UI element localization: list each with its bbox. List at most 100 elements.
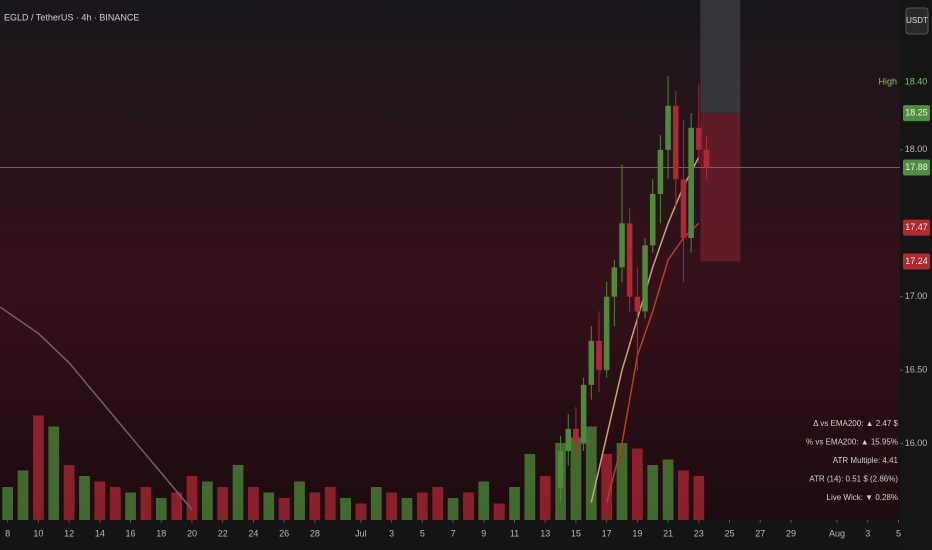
x-tick-label: 27 [755, 528, 765, 538]
volume-bar [217, 487, 229, 520]
indicator-line [0, 306, 193, 511]
currency-label: USDT [906, 16, 928, 25]
x-tick-label: 19 [632, 528, 642, 538]
currency-badge[interactable] [905, 7, 929, 35]
candle-body [603, 296, 610, 371]
volume-bar [94, 481, 106, 520]
y-tick-label: 17.00 [905, 291, 928, 301]
candle-body [642, 245, 648, 312]
volume-bar [324, 487, 336, 520]
x-tick-label: 12 [64, 528, 74, 538]
x-tick-label: 24 [248, 528, 258, 538]
x-tick-label: 11 [510, 528, 519, 538]
candle-body [580, 384, 587, 444]
volume-bar [201, 481, 213, 520]
candle-body [565, 428, 572, 451]
price-label-tag: High [878, 76, 897, 86]
volume-bar [171, 492, 182, 520]
volume-bar [432, 487, 444, 520]
volume-bar [539, 476, 551, 520]
candle-body [673, 105, 679, 180]
info-line: ATR (14): 0.51 $ (2.86%) [809, 475, 898, 484]
x-tick-label: 5 [420, 528, 425, 538]
volume-bar [647, 465, 659, 520]
volume-bar [248, 487, 259, 520]
x-tick-label: 22 [218, 528, 228, 538]
plot-background [0, 0, 900, 520]
zone [700, 113, 741, 262]
candle-body [619, 223, 625, 268]
candle-body [588, 340, 595, 385]
candle-body [665, 105, 671, 150]
volume-bar [524, 454, 536, 520]
volume-bar [463, 492, 474, 520]
volume-bar [278, 498, 290, 520]
x-tick-label: 17 [602, 528, 612, 538]
candle-body [657, 149, 664, 194]
x-tick-label: 15 [571, 528, 581, 538]
volume-bar [616, 443, 628, 520]
price-label-box [903, 219, 930, 236]
price-label-box [903, 253, 930, 270]
volume-bar [17, 470, 29, 520]
info-line: Live Wick: ▼ 0.28% [827, 493, 899, 502]
candle-body [634, 296, 641, 312]
volume-bar [570, 437, 582, 520]
volume-bar [109, 487, 121, 520]
price-label-box [903, 105, 930, 122]
price-label-text: 18.40 [905, 76, 928, 86]
candle-body [557, 450, 564, 488]
y-tick-label: 16.00 [905, 438, 928, 448]
x-tick-label: 14 [95, 528, 105, 538]
x-tick-label: 18 [156, 528, 166, 538]
chart-title: EGLD / TetherUS · 4h · BINANCE [4, 12, 139, 22]
x-tick-label: 8 [5, 528, 10, 538]
volume-bar [355, 503, 367, 520]
volume-bar [79, 476, 90, 520]
volume-bar [416, 492, 428, 520]
candle-body [680, 179, 687, 238]
volume-bar [478, 481, 490, 520]
x-tick-label: 9 [481, 528, 486, 538]
x-tick-label: 10 [33, 528, 43, 538]
x-tick-label: 3 [389, 528, 394, 538]
x-tick-label: 25 [725, 528, 735, 538]
volume-bar [232, 465, 244, 520]
candle-body [611, 267, 618, 297]
volume-bar [662, 459, 674, 520]
volume-bar [601, 454, 613, 520]
volume-bar [63, 465, 75, 520]
volume-bar [693, 476, 705, 520]
candle-body [649, 193, 656, 246]
candle-body [688, 127, 694, 238]
price-label-text: 17.24 [905, 256, 928, 266]
candle-body [696, 127, 702, 150]
x-tick-label: 23 [694, 528, 704, 538]
price-label-text: 17.47 [905, 222, 928, 232]
volume-bar [33, 415, 44, 520]
info-line: Δ vs EMA200: ▲ 2.47 $ [813, 419, 898, 428]
volume-bar [125, 492, 136, 520]
volume-bar [263, 492, 275, 520]
x-tick-label: 5 [896, 528, 901, 538]
volume-bar [340, 498, 351, 520]
volume-bar [140, 487, 152, 520]
x-tick-label: 20 [187, 528, 197, 538]
candle-body [573, 428, 579, 444]
x-tick-label: 7 [451, 528, 456, 538]
price-label-text: 18.25 [905, 107, 928, 117]
price-label-text: 17.88 [905, 162, 928, 172]
volume-bar [48, 426, 60, 520]
volume-bar [401, 498, 413, 520]
time-axis-background [0, 520, 900, 550]
volume-bar [155, 498, 167, 520]
price-label-box [903, 159, 930, 176]
volume-bar [294, 481, 305, 520]
price-axis-background [900, 0, 932, 550]
volume-bar [585, 426, 597, 520]
volume-bar [186, 476, 198, 520]
x-tick-label: 21 [663, 528, 673, 538]
candle-body [703, 149, 710, 168]
x-tick-label: Jul [355, 528, 367, 538]
